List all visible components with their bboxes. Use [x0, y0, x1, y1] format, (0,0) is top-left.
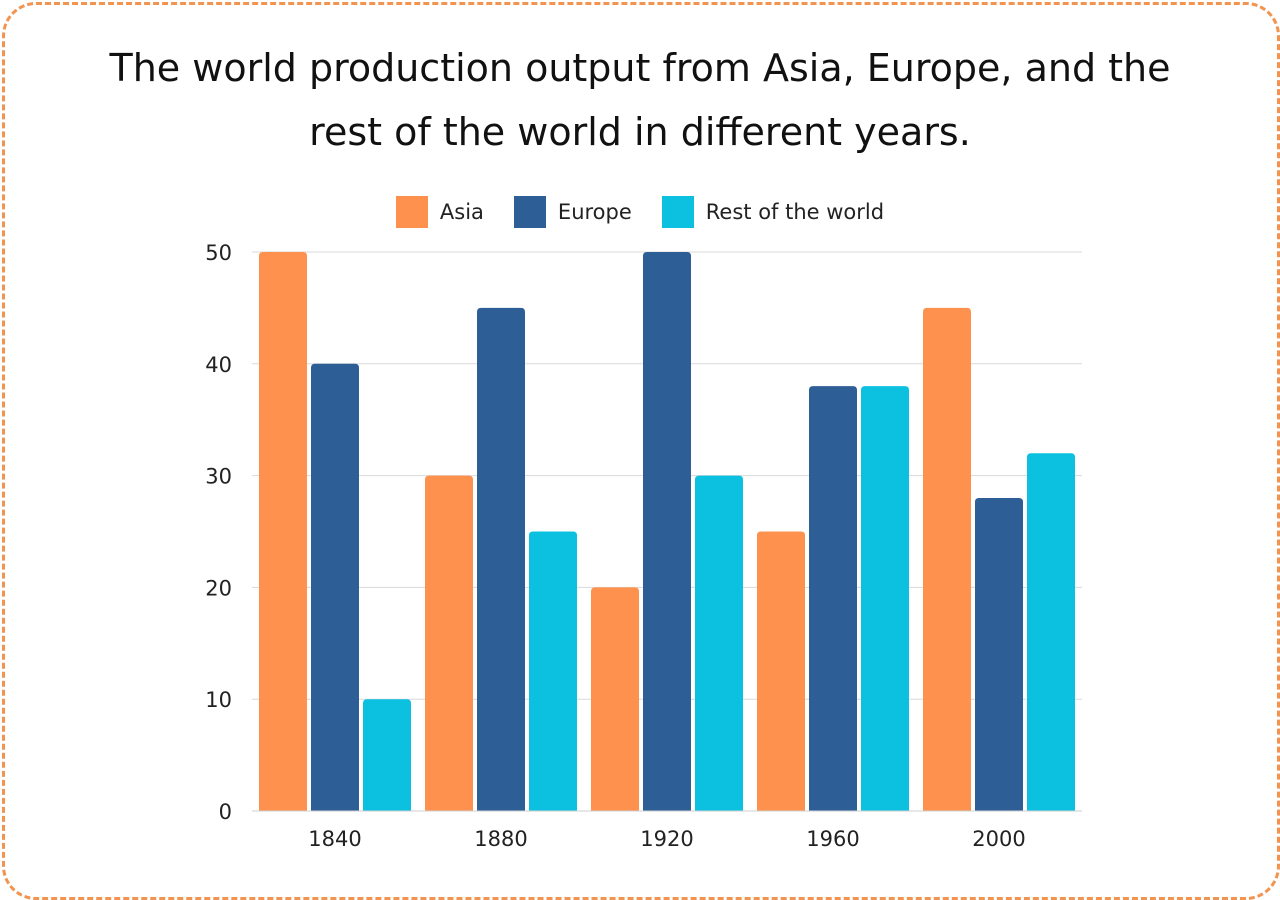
- y-tick-label-40: 40: [205, 353, 232, 377]
- bar-europe-1840: [311, 363, 359, 811]
- legend-swatch-asia: [395, 196, 428, 228]
- x-tick-label-2000: 2000: [972, 827, 1025, 851]
- bar-asia-1960: [757, 531, 805, 811]
- y-tick-label-0: 0: [219, 800, 232, 824]
- bar-rest-of-the-world-1880: [529, 531, 577, 811]
- bar-asia-1880: [425, 475, 473, 811]
- legend-swatch-europe: [513, 196, 546, 228]
- bar-rest-of-the-world-1840: [363, 699, 411, 811]
- x-tick-label-1840: 1840: [308, 827, 361, 851]
- chart-title: The world production output from Asia, E…: [109, 46, 1171, 154]
- bar-europe-1960: [809, 386, 857, 811]
- legend: Asia Europe Rest of the world: [0, 196, 1280, 228]
- x-tick-label-1960: 1960: [806, 827, 859, 851]
- legend-swatch-rest-of-the-world: [661, 196, 694, 228]
- legend-label-europe: Europe: [557, 200, 632, 224]
- legend-label-rest-of-the-world: Rest of the world: [705, 200, 885, 224]
- bar-rest-of-the-world-2000: [1027, 453, 1075, 811]
- y-tick-label-50: 50: [205, 241, 232, 265]
- bar-rest-of-the-world-1960: [861, 386, 909, 811]
- y-tick-label-30: 30: [205, 465, 232, 489]
- legend-item-rest-of-the-world: Rest of the world: [661, 196, 885, 228]
- x-tick-label-1920: 1920: [640, 827, 693, 851]
- legend-label-asia: Asia: [439, 200, 484, 224]
- legend-item-europe: Europe: [513, 196, 632, 228]
- bar-europe-2000: [975, 497, 1023, 811]
- bar-rest-of-the-world-1920: [695, 475, 743, 811]
- legend-item-asia: Asia: [395, 196, 484, 228]
- bar-europe-1880: [477, 307, 525, 811]
- bar-asia-2000: [923, 307, 971, 811]
- bar-asia-1840: [259, 252, 307, 811]
- bar-europe-1920: [643, 252, 691, 811]
- y-tick-label-20: 20: [205, 576, 232, 600]
- x-tick-label-1880: 1880: [474, 827, 527, 851]
- y-tick-label-10: 10: [205, 688, 232, 712]
- bar-asia-1920: [591, 587, 639, 811]
